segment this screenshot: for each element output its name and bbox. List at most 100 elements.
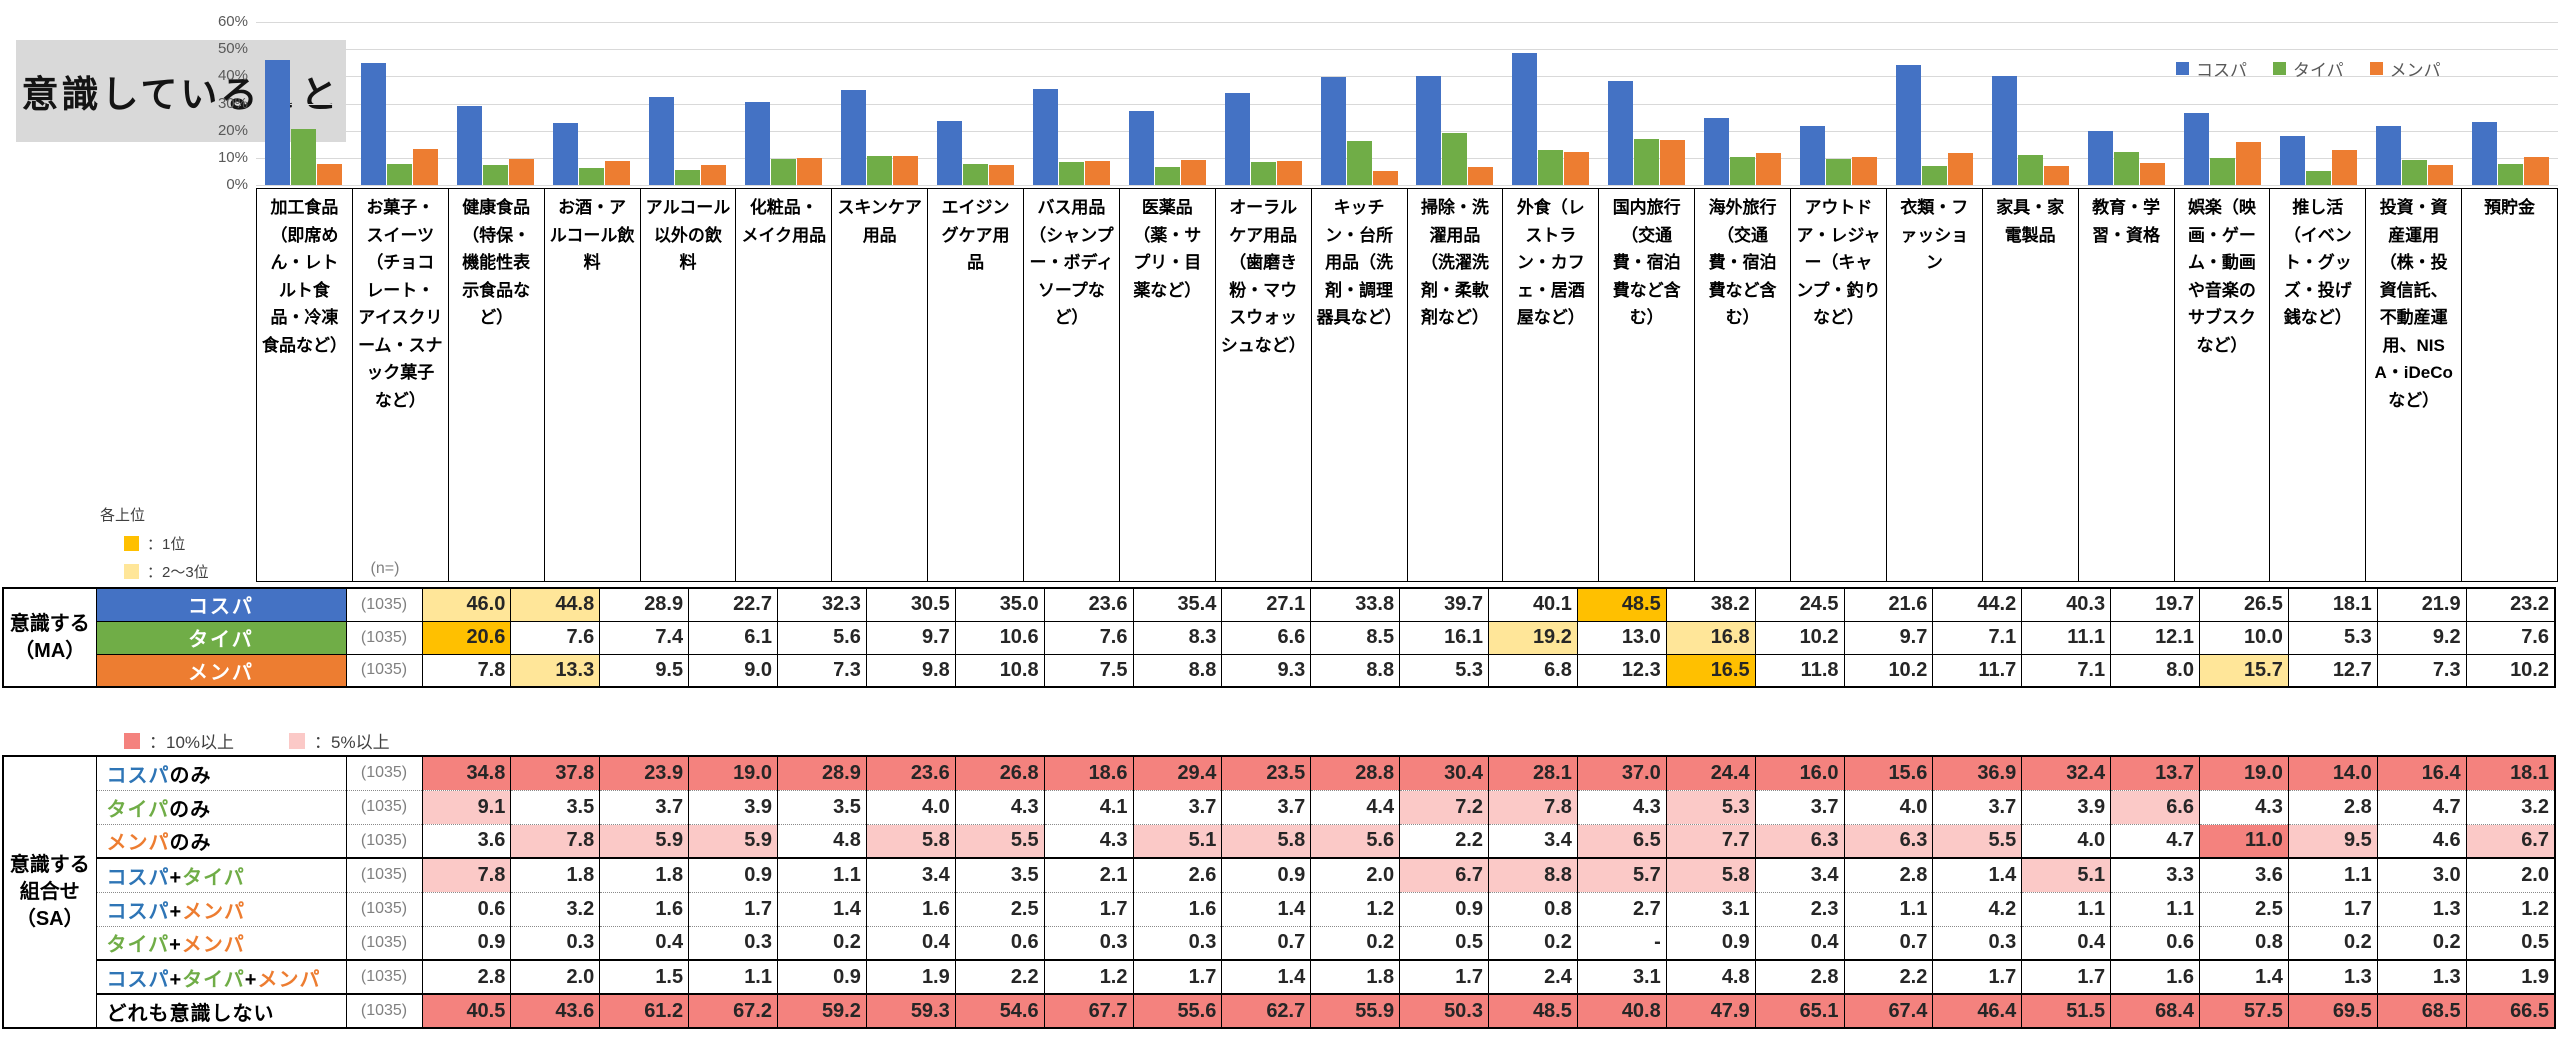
t1-value-2-2: 9.5 bbox=[599, 653, 690, 688]
bar-menpa-10 bbox=[1276, 161, 1302, 185]
t2-value-0-21: 14.0 bbox=[2287, 756, 2378, 790]
t2-combo-label-5: タイパ+メンパ bbox=[95, 925, 347, 960]
bar-taipa-12 bbox=[1442, 132, 1468, 185]
t2-value-2-21: 9.5 bbox=[2287, 823, 2378, 858]
t1-value-2-4: 7.3 bbox=[777, 653, 867, 688]
t2-value-7-17: 46.4 bbox=[1932, 993, 2023, 1028]
t1-row-1: タイパ (1035) 20.6 7.6 7.4 6.1 5.6 9.7 10.6 7.6 8.3 6.… bbox=[3, 620, 2556, 655]
t2-n-cell: (1035) bbox=[345, 993, 423, 1028]
t2-value-5-18: 0.4 bbox=[2021, 925, 2112, 960]
t2-value-0-23: 18.1 bbox=[2465, 756, 2556, 790]
t2-value-7-3: 67.2 bbox=[688, 993, 778, 1028]
t2-value-2-14: 7.7 bbox=[1665, 823, 1756, 858]
t1-value-0-1: 44.8 bbox=[510, 587, 601, 622]
t2-value-0-13: 37.0 bbox=[1576, 756, 1667, 790]
category-label-17: 衣類・ファッション bbox=[1885, 188, 1983, 582]
t2-value-2-23: 6.7 bbox=[2465, 823, 2556, 858]
t2-value-7-23: 66.5 bbox=[2465, 993, 2556, 1028]
t2-value-0-1: 37.8 bbox=[510, 756, 601, 790]
t2-value-1-22: 4.7 bbox=[2376, 789, 2467, 824]
t2-value-7-1: 43.6 bbox=[510, 993, 601, 1028]
bar-cospa-16 bbox=[1800, 126, 1826, 185]
bar-cospa-15 bbox=[1704, 118, 1730, 185]
t1-value-1-19: 12.1 bbox=[2110, 620, 2200, 655]
t1-value-2-15: 11.8 bbox=[1754, 653, 1845, 688]
t2-value-3-0: 7.8 bbox=[421, 857, 512, 892]
group-header-line: （SA） bbox=[15, 907, 84, 930]
t2-row-3: コスパ+タイパ (1035) 7.8 1.8 1.8 0.9 1.1 3.4 3.5 2.1 2.6… bbox=[3, 857, 2556, 892]
t2-row-4: コスパ+メンパ (1035) 0.6 3.2 1.6 1.7 1.4 1.6 2.5 1.7 1.6… bbox=[3, 891, 2556, 926]
t1-value-0-20: 26.5 bbox=[2199, 587, 2289, 622]
bar-menpa-4 bbox=[701, 165, 727, 185]
bar-cospa-20 bbox=[2183, 113, 2209, 185]
t1-series-label-cospa: コスパ bbox=[95, 587, 347, 622]
combo-label-segment: タイパ bbox=[182, 968, 245, 991]
t2-value-4-17: 4.2 bbox=[1932, 891, 2023, 926]
grid-line bbox=[256, 157, 2558, 159]
t2-value-3-21: 1.1 bbox=[2287, 857, 2378, 892]
t1-value-1-1: 7.6 bbox=[510, 620, 601, 655]
ge5-label: ：5%以上 bbox=[314, 733, 390, 752]
t2-value-2-5: 5.8 bbox=[865, 823, 956, 858]
t2-value-7-16: 67.4 bbox=[1843, 993, 1934, 1028]
t2-value-5-11: 0.5 bbox=[1399, 925, 1489, 960]
t2-value-7-18: 51.5 bbox=[2021, 993, 2112, 1028]
bar-cospa-18 bbox=[1991, 75, 2017, 185]
t2-value-5-8: 0.3 bbox=[1132, 925, 1223, 960]
bar-taipa-10 bbox=[1250, 161, 1276, 185]
t2-value-1-13: 4.3 bbox=[1576, 789, 1667, 824]
t2-value-7-7: 67.7 bbox=[1043, 993, 1134, 1028]
t2-value-3-1: 1.8 bbox=[510, 857, 601, 892]
bar-menpa-8 bbox=[1084, 161, 1110, 185]
t2-value-2-20: 11.0 bbox=[2199, 823, 2289, 858]
t2-value-2-15: 6.3 bbox=[1754, 823, 1845, 858]
y-axis-tick-label: 60% bbox=[217, 13, 248, 30]
t2-n-cell: (1035) bbox=[345, 756, 423, 790]
t2-value-4-20: 2.5 bbox=[2199, 891, 2289, 926]
t2-row-7: どれも意識しない (1035) 40.5 43.6 61.2 67.2 59.2 59.3 54… bbox=[3, 993, 2556, 1028]
bar-menpa-20 bbox=[2235, 142, 2261, 185]
t2-value-6-4: 0.9 bbox=[777, 959, 867, 994]
bar-menpa-16 bbox=[1852, 157, 1878, 185]
combo-label-segment: メンパ bbox=[106, 832, 170, 855]
t1-n-cell: (1035) bbox=[345, 587, 423, 622]
t2-value-3-5: 3.4 bbox=[865, 857, 956, 892]
bar-taipa-3 bbox=[579, 168, 605, 185]
menpa-legend-swatch-icon bbox=[2369, 62, 2383, 75]
bar-cospa-22 bbox=[2375, 125, 2401, 185]
t2-value-6-2: 1.5 bbox=[599, 959, 690, 994]
t1-value-0-5: 30.5 bbox=[865, 587, 956, 622]
y-axis-tick-label: 20% bbox=[217, 121, 248, 139]
t2-value-2-12: 3.4 bbox=[1488, 823, 1578, 858]
combo-label-segment: メンパ bbox=[182, 900, 246, 923]
t1-value-1-5: 9.7 bbox=[865, 620, 956, 655]
t2-value-4-22: 1.3 bbox=[2376, 891, 2467, 926]
combo-label-segment: メンパ bbox=[181, 934, 245, 957]
t2-value-2-11: 2.2 bbox=[1399, 823, 1489, 858]
t2-n-cell: (1035) bbox=[345, 959, 423, 994]
t2-value-4-15: 2.3 bbox=[1754, 891, 1845, 926]
t2-value-4-4: 1.4 bbox=[777, 891, 867, 926]
t1-value-1-9: 6.6 bbox=[1221, 620, 1312, 655]
t2-value-4-1: 3.2 bbox=[510, 891, 601, 926]
table-ishiki-kumiawase-sa: 意識する 組合せ （SA） コスパのみ (1035) 34.8 37.8 23.9 19.0 28… bbox=[2, 755, 2556, 1029]
chart-legend: コスパ タイパ メンパ bbox=[2176, 56, 2441, 81]
t2-value-7-19: 68.4 bbox=[2110, 993, 2200, 1028]
t2-value-5-22: 0.2 bbox=[2376, 925, 2467, 960]
t1-value-1-11: 16.1 bbox=[1399, 620, 1489, 655]
t2-value-7-4: 59.2 bbox=[777, 993, 867, 1028]
table1-legend-rank1: ：1位 bbox=[124, 533, 185, 554]
category-label-2: 健康食品（特保・機能性表示食品など） bbox=[447, 188, 545, 582]
t2-combo-label-3: コスパ+タイパ bbox=[95, 857, 347, 892]
bar-taipa-6 bbox=[866, 156, 892, 185]
bar-menpa-22 bbox=[2427, 165, 2453, 185]
ge5-color-swatch-icon bbox=[289, 732, 306, 749]
t2-value-3-23: 2.0 bbox=[2465, 857, 2556, 892]
t1-value-0-4: 32.3 bbox=[777, 587, 867, 622]
t2-value-1-23: 3.2 bbox=[2465, 789, 2556, 824]
t2-value-4-23: 1.2 bbox=[2465, 891, 2556, 926]
t2-value-5-4: 0.2 bbox=[777, 925, 867, 960]
grid-line bbox=[256, 49, 2558, 51]
t1-value-0-11: 39.7 bbox=[1399, 587, 1489, 622]
category-label-9: 医薬品（薬・サプリ・目薬など） bbox=[1118, 188, 1216, 582]
